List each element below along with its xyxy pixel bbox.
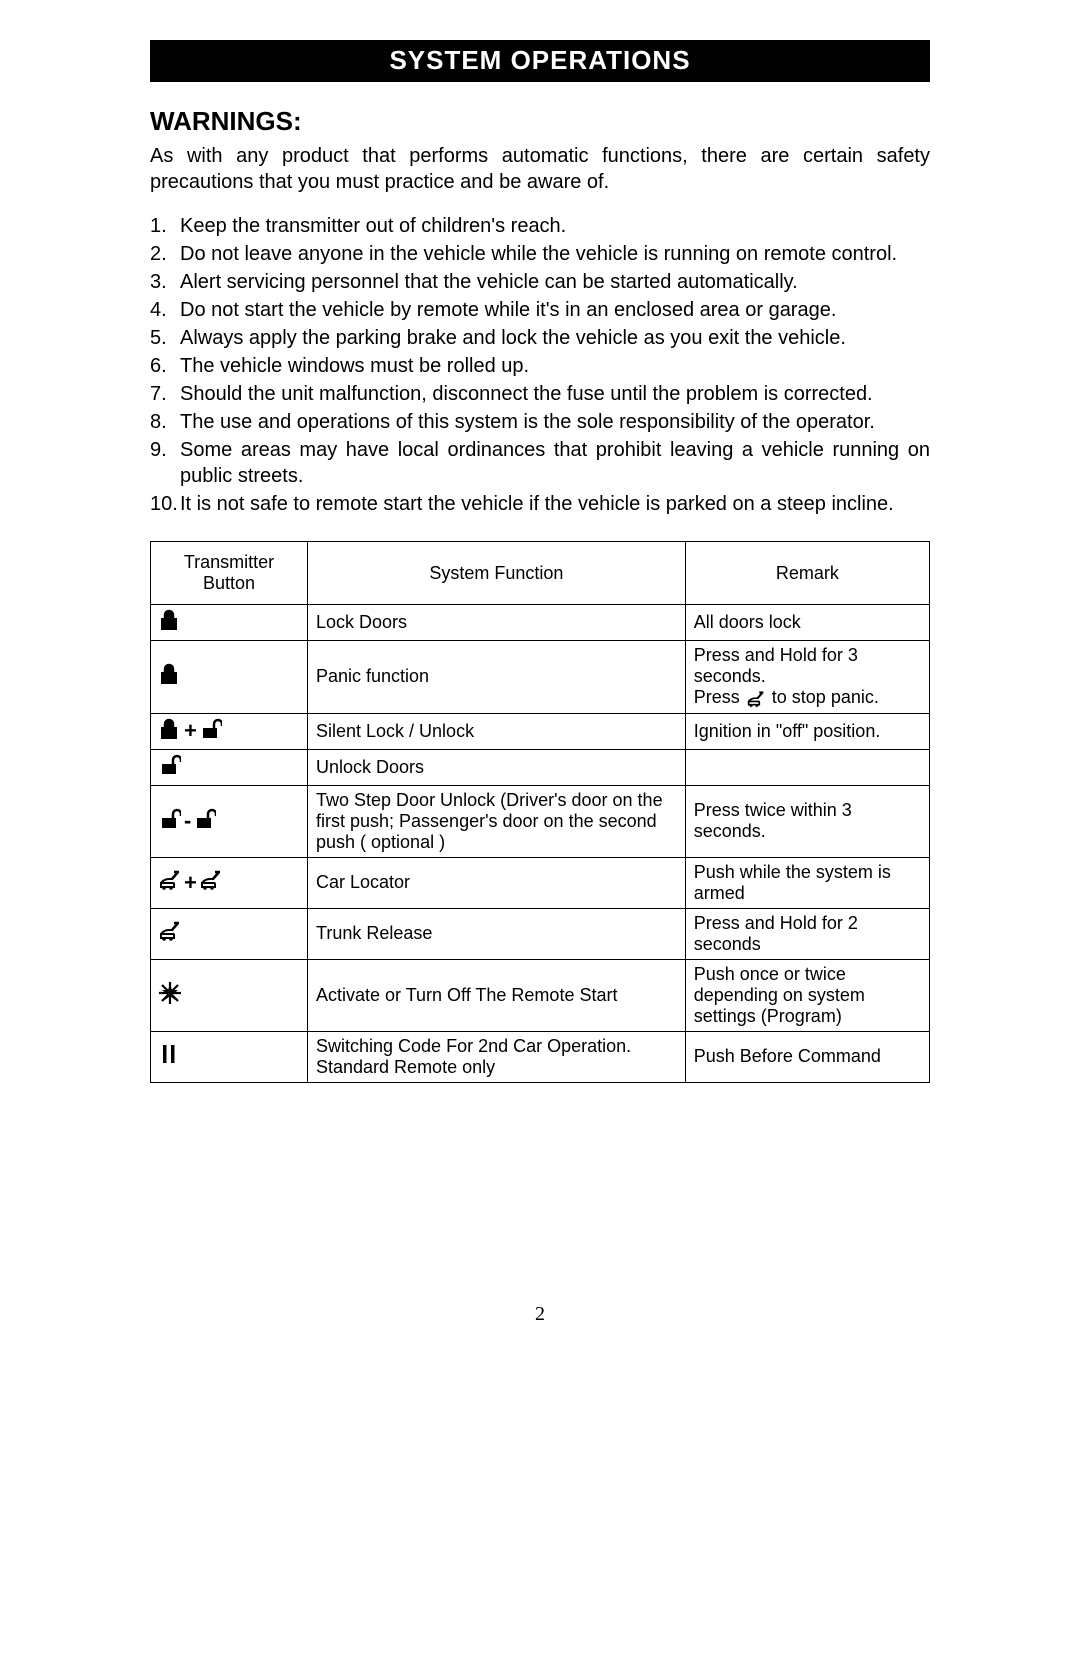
warning-item: Keep the transmitter out of children's r… [150,213,930,239]
remark-cell [685,749,929,785]
remark-cell: Push while the system is armed [685,857,929,908]
trunk-icon [159,869,181,896]
function-cell: Lock Doors [308,605,686,641]
table-row: Unlock Doors [151,749,930,785]
trunk-icon [745,688,767,709]
warning-item: Should the unit malfunction, disconnect … [150,381,930,407]
function-cell: Panic function [308,641,686,714]
button-cell [151,959,308,1031]
table-row: Activate or Turn Off The Remote StartPus… [151,959,930,1031]
function-cell: Switching Code For 2nd Car Operation. St… [308,1031,686,1082]
separator: + [181,718,200,743]
warning-item: Always apply the parking brake and lock … [150,325,930,351]
function-cell: Two Step Door Unlock (Driver's door on t… [308,785,686,857]
function-cell: Car Locator [308,857,686,908]
table-row: - Two Step Door Unlock (Driver's door on … [151,785,930,857]
remark-cell: Press twice within 3 seconds. [685,785,929,857]
button-cell [151,641,308,714]
button-cell [151,1031,308,1082]
button-cell [151,605,308,641]
separator: + [181,870,200,895]
unlock-icon [159,754,181,781]
lock-icon [159,663,181,690]
table-row: Lock DoorsAll doors lock [151,605,930,641]
remark-cell: Push Before Command [685,1031,929,1082]
remark-cell: Press and Hold for 3 seconds.Press to st… [685,641,929,714]
unlock-icon [159,808,181,835]
functions-table: Transmitter Button System Function Remar… [150,541,930,1083]
page-number: 2 [150,1303,930,1326]
function-cell: Silent Lock / Unlock [308,713,686,749]
table-row: + Silent Lock / UnlockIgnition in "off" p… [151,713,930,749]
remark-cell: Press and Hold for 2 seconds [685,908,929,959]
warnings-heading: WARNINGS: [150,106,930,137]
separator: - [181,808,194,833]
lock-icon [159,609,181,636]
warning-item: The use and operations of this system is… [150,409,930,435]
button-cell: - [151,785,308,857]
star-icon [159,982,181,1009]
warning-item: The vehicle windows must be rolled up. [150,353,930,379]
title-bar: SYSTEM OPERATIONS [150,40,930,82]
manual-page: SYSTEM OPERATIONS WARNINGS: As with any … [0,0,1080,1669]
warning-item: Do not start the vehicle by remote while… [150,297,930,323]
warning-item: Alert servicing personnel that the vehic… [150,269,930,295]
warnings-list: Keep the transmitter out of children's r… [150,213,930,517]
button-cell: + [151,713,308,749]
th-func: System Function [308,542,686,605]
function-cell: Unlock Doors [308,749,686,785]
warning-item: It is not safe to remote start the vehic… [150,491,930,517]
lock-icon [159,718,181,745]
table-row: + Car LocatorPush while the system is arm… [151,857,930,908]
th-button: Transmitter Button [151,542,308,605]
warning-item: Do not leave anyone in the vehicle while… [150,241,930,267]
intro-text: As with any product that performs automa… [150,143,930,195]
remark-cell: Ignition in "off" position. [685,713,929,749]
unlock-icon [194,808,216,835]
warning-item: Some areas may have local ordinances tha… [150,437,930,489]
trunk-icon [159,920,181,947]
table-row: Trunk ReleasePress and Hold for 2 second… [151,908,930,959]
unlock-icon [200,718,222,745]
table-row: Switching Code For 2nd Car Operation. St… [151,1031,930,1082]
remark-cell: All doors lock [685,605,929,641]
table-row: Panic functionPress and Hold for 3 secon… [151,641,930,714]
function-cell: Trunk Release [308,908,686,959]
remark-cell: Push once or twice depending on system s… [685,959,929,1031]
button-cell [151,908,308,959]
th-remark: Remark [685,542,929,605]
button-cell: + [151,857,308,908]
button-cell [151,749,308,785]
bars-icon [159,1043,181,1070]
trunk-icon [200,869,222,896]
function-cell: Activate or Turn Off The Remote Start [308,959,686,1031]
